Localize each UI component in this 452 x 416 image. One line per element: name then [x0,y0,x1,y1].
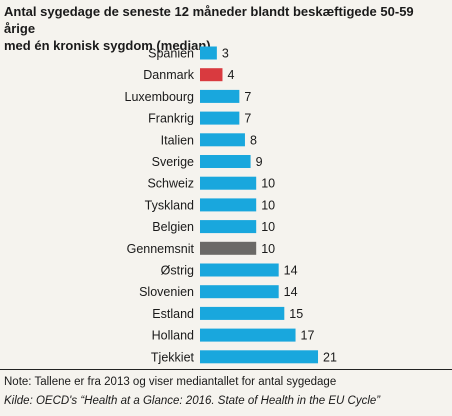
category-label-sverige: Sverige [152,155,194,169]
bar-ostrig [200,263,279,277]
value-label-slovenien: 14 [284,285,298,299]
bar-chart: Spanien 3 Danmark 4 Luxembourg 7 Frankrig 7 Ital… [125,46,337,364]
bar-slovenien [200,285,279,299]
category-label-frankrig: Frankrig [148,112,194,126]
value-label-sverige: 9 [256,155,263,169]
category-label-tyskland: Tyskland [145,198,194,212]
category-label-estland: Estland [152,307,194,321]
bar-belgien [200,220,257,234]
bar-frankrig [200,111,240,125]
category-label-belgien: Belgien [152,220,194,234]
category-label-slovenien: Slovenien [139,285,194,299]
bar-tyskland [200,198,257,212]
value-label-tyskland: 10 [261,198,275,212]
bar-luxembourg [200,89,240,103]
category-label-gennemsnit: Gennemsnit [127,242,195,256]
chart-source: Kilde: OECD's “Health at a Glance: 2016.… [4,395,381,407]
value-label-estland: 15 [289,307,303,321]
category-label-italien: Italien [161,133,194,147]
value-label-frankrig: 7 [244,112,251,126]
category-label-ostrig: Østrig [161,264,194,278]
value-label-holland: 17 [301,329,315,343]
bar-tjekkiet [200,350,319,364]
value-label-gennemsnit: 10 [261,242,275,256]
chart-title: Antal sygedage de seneste 12 måneder bla… [4,3,444,54]
value-label-ostrig: 14 [284,264,298,278]
bar-danmark [200,68,223,82]
value-label-belgien: 10 [261,220,275,234]
category-label-luxembourg: Luxembourg [125,90,195,104]
chart-note: Note: Tallene er fra 2013 og viser media… [4,376,337,388]
bar-holland [200,328,296,342]
value-label-spanien: 3 [222,47,229,61]
category-label-schweiz: Schweiz [147,177,194,191]
bar-gennemsnit [200,241,257,255]
category-label-danmark: Danmark [143,68,194,82]
bar-estland [200,306,285,320]
value-label-luxembourg: 7 [244,90,251,104]
value-label-danmark: 4 [227,68,234,82]
value-label-italien: 8 [250,133,257,147]
chart-title-line-2: med én kronisk sygdom (median) [4,38,211,53]
footer-divider [0,369,452,370]
bar-spanien [200,46,217,60]
category-label-holland: Holland [152,329,194,343]
value-label-schweiz: 10 [261,177,275,191]
bar-italien [200,133,245,147]
bar-sverige [200,155,251,168]
chart-title-line-1: Antal sygedage de seneste 12 måneder bla… [4,4,414,36]
bar-schweiz [200,176,257,190]
category-label-tjekkiet: Tjekkiet [151,350,195,364]
category-label-spanien: Spanien [148,47,194,61]
value-label-tjekkiet: 21 [323,350,337,364]
